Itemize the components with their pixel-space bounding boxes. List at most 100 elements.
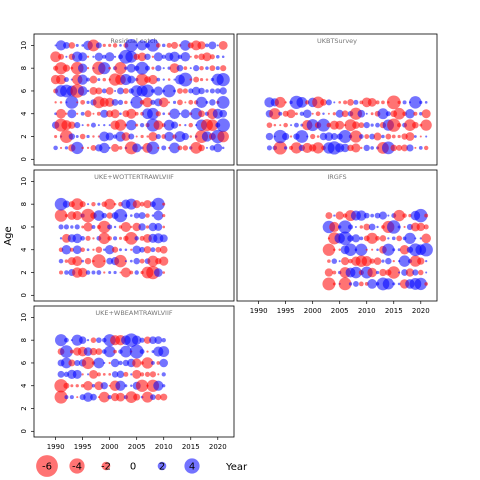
data-point [113,270,117,275]
data-point [118,360,123,366]
data-point [332,112,336,116]
data-point [157,146,160,149]
data-point [409,96,422,109]
data-point [324,132,334,141]
data-point [150,394,156,400]
data-point [150,247,156,253]
data-point [289,135,293,138]
data-point [348,282,353,286]
data-point [86,248,90,252]
x-tick-label: 2005 [331,307,349,315]
data-point [61,245,72,255]
data-point [406,144,414,152]
data-point [294,122,299,128]
data-point [60,345,73,358]
data-point [86,339,90,342]
data-point [134,236,139,241]
data-point [139,337,145,343]
data-point [217,130,229,143]
data-point [132,245,141,255]
data-point [87,203,90,206]
panel-title: UKBTSurvey [317,37,357,45]
panel-2: UKBTSurvey [236,33,438,166]
data-point [367,98,377,107]
data-point [68,133,76,140]
data-point [69,349,74,354]
data-point [62,64,71,72]
data-point [381,134,385,139]
data-point [198,110,205,118]
data-point [205,89,209,93]
data-point [184,101,187,104]
data-point [397,100,401,105]
data-point [177,145,183,151]
data-point [72,210,82,221]
data-point [114,119,127,131]
data-point [215,66,220,71]
data-point [387,214,390,217]
data-point [98,220,111,234]
data-point [205,78,209,81]
data-point [139,122,145,128]
data-point [108,124,111,127]
data-point [162,78,165,81]
data-point [282,132,290,141]
data-point [90,393,97,401]
panel-points [54,197,169,280]
data-point [141,391,154,403]
y-axis-title: Age [3,226,14,245]
data-point [158,97,169,108]
data-point [78,52,88,62]
data-point [188,99,194,105]
data-point [194,54,199,59]
data-point [385,111,391,117]
data-point [130,214,133,217]
data-point [137,52,147,62]
data-point [169,142,180,154]
data-point [87,39,100,52]
data-point [107,394,112,400]
data-point [91,201,96,207]
data-point [162,67,165,70]
data-point [89,347,98,356]
data-point [86,55,90,58]
data-point [302,142,313,153]
data-point [156,361,161,365]
data-point [139,246,145,253]
data-point [202,52,212,62]
data-point [341,257,350,266]
data-point [126,108,137,119]
data-point [127,75,136,84]
data-point [182,145,189,151]
data-point [273,141,287,155]
data-point [148,74,158,85]
data-point [335,211,344,220]
data-point [83,347,93,356]
x-tick-label: 2020 [412,307,430,315]
data-point [387,266,400,279]
data-point [376,225,379,229]
data-point [424,213,429,218]
data-point [209,88,215,94]
data-point [59,237,63,240]
data-point [113,202,117,206]
data-point [290,142,303,154]
data-point [146,135,149,138]
data-point [266,122,273,128]
data-point [133,212,140,219]
data-point [273,129,287,144]
data-point [164,131,174,142]
y-tick-label: 10 [20,177,28,186]
data-point [208,41,217,50]
data-point [167,78,171,81]
data-point [364,134,370,139]
data-point [91,225,96,229]
data-point [269,108,281,120]
data-point [93,210,105,221]
x-tick-label: 1995 [277,307,295,315]
data-point [418,269,424,276]
data-point [209,99,216,106]
data-point [335,120,345,130]
data-point [101,212,108,219]
data-point [118,146,123,150]
